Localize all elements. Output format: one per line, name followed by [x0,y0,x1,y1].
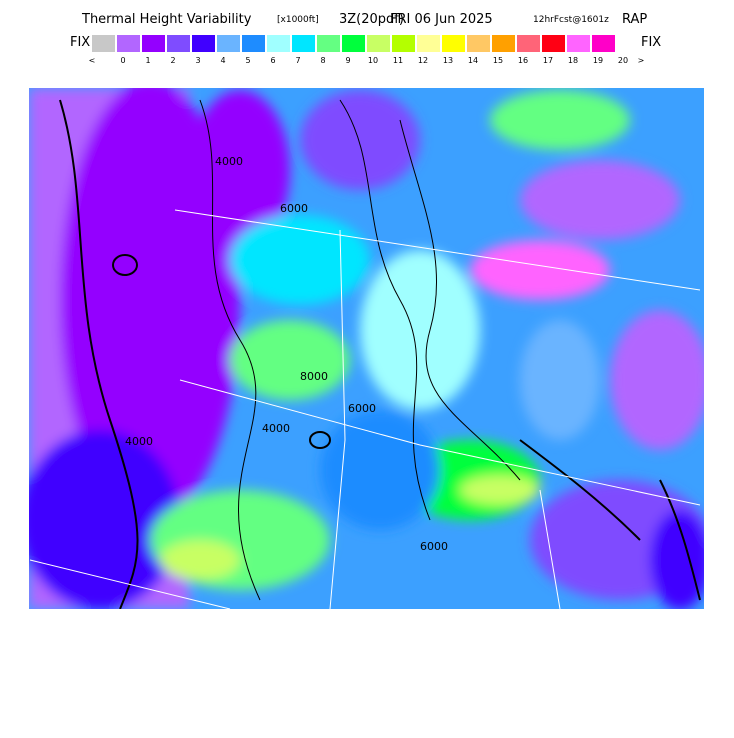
legend-left-label: FIX [70,35,90,50]
legend-swatch [542,35,565,52]
legend-swatch [592,35,615,52]
contour-label: 6000 [420,540,448,553]
legend-label: 12 [418,56,428,65]
legend-label: 11 [393,56,403,65]
legend-label: 3 [195,56,200,65]
legend-swatch [292,35,315,52]
legend-label: 15 [493,56,503,65]
contour-label: 4000 [215,155,243,168]
legend-swatch [392,35,415,52]
legend-swatch [567,35,590,52]
date: FRI 06 Jun 2025 [390,12,493,27]
legend-swatch [117,35,140,52]
legend: FIX FIX <0 1 2 3 4 5 6 7 8 9 10 11 12 13 14 15 16 17 18 19 2… [70,35,661,65]
legend-swatch [167,35,190,52]
legend-swatch [442,35,465,52]
contour-label: 8000 [300,370,328,383]
legend-label: 20 [618,56,628,65]
legend-swatch [492,35,515,52]
legend-label: 2 [170,56,175,65]
legend-right-label: FIX [641,35,661,50]
contour-labels: 4000 4000 6000 6000 8000 4000 6000 [125,155,448,553]
contour-label: 4000 [262,422,290,435]
contour-label: 6000 [280,202,308,215]
legend-label: 13 [443,56,453,65]
legend-label: 14 [468,56,478,65]
legend-label: 9 [345,56,350,65]
forecast: 12hrFcst@1601z [533,15,609,25]
legend-label: 17 [543,56,553,65]
header: Thermal Height Variability [x1000ft] 3Z(… [81,12,647,27]
legend-swatch [142,35,165,52]
title: Thermal Height Variability [81,12,252,27]
legend-label: 18 [568,56,578,65]
legend-label: 16 [518,56,528,65]
legend-swatch [192,35,215,52]
legend-swatch [417,35,440,52]
legend-label: 4 [220,56,225,65]
legend-label: > [638,56,645,65]
legend-swatch [317,35,340,52]
legend-label: < [89,56,96,65]
legend-label: 7 [295,56,300,65]
legend-swatch [267,35,290,52]
contours [59,99,701,609]
legend-label: 1 [145,56,150,65]
borders [29,209,701,610]
units: [x1000ft] [277,15,319,25]
legend-swatch [92,35,115,52]
map: 4000 4000 6000 6000 8000 4000 6000 [29,88,704,610]
legend-label: 10 [368,56,378,65]
contour-label: 4000 [125,435,153,448]
run: 3Z(20pdf) [339,12,404,27]
legend-label: 6 [270,56,275,65]
legend-swatch [517,35,540,52]
legend-label: 19 [593,56,603,65]
legend-label: 8 [320,56,325,65]
legend-label: 5 [245,56,250,65]
map-fields [29,88,704,609]
legend-swatch [242,35,265,52]
legend-swatch [467,35,490,52]
legend-swatch [342,35,365,52]
legend-swatch [367,35,390,52]
legend-label: 0 [120,56,125,65]
legend-swatch [217,35,240,52]
model: RAP [622,12,647,27]
contour-label: 6000 [348,402,376,415]
